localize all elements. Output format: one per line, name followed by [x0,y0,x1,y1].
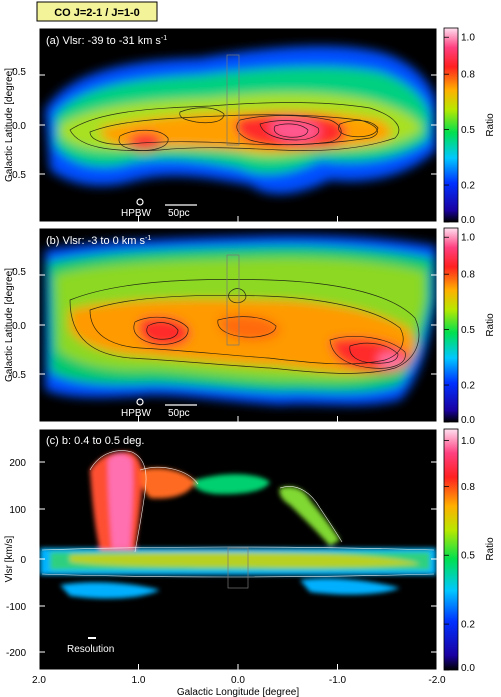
panel-b: (b) Vlsr: -3 to 0 km s-1 HPBW 50pc 0.5 0… [4,227,496,426]
panel-b-label: (b) Vlsr: -3 to 0 km s-1 [46,235,151,247]
panel-a-colorbar-gradient [443,27,459,223]
panel-a: (a) Vlsr: -39 to -31 km s-1 HPBW 50pc 0.… [4,27,496,226]
panel-c-resolution-label: Resolution [67,644,114,655]
panel-c-xtick-label: 2.0 [32,675,46,686]
panel-c-ytick-label: 100 [9,505,26,516]
colorbar-tick-label: 1.0 [461,233,475,244]
panel-c-colorbar-label: Ratio [485,537,496,561]
panel-c-label: (c) b: 0.4 to 0.5 deg. [46,435,144,447]
panel-c-ytick-label: -100 [6,602,26,613]
colorbar-tick-label: 0.2 [461,381,475,392]
panel-b-colorbar-gradient [443,227,459,423]
panel-b-ylabel: Galactic Latitude [degree] [4,268,15,382]
colorbar-tick-label: 0.2 [461,181,475,192]
colorbar-tick-label: 1.0 [461,436,475,447]
title-text: CO J=2-1 / J=1-0 [54,7,140,19]
panel-b-map [45,235,436,406]
panel-a-y-ticks [39,74,437,175]
panel-b-ytick-label: 0.5 [12,267,26,278]
colorbar-tick-label: 0.5 [461,325,475,336]
colorbar-tick-label: 0.5 [461,551,475,562]
panel-c-ytick-label: 200 [9,458,26,469]
panel-a-colorbar-label: Ratio [485,113,496,137]
panel-a-ytick-label: 0.5 [12,67,26,78]
panel-c-colorbar: 1.0 0.8 0.5 0.2 0.0 Ratio [443,428,496,674]
panel-c-xtick-label: 1.0 [132,675,146,686]
panel-a-beam-circle [136,198,144,206]
colorbar-tick-label: 0.5 [461,125,475,136]
panel-c-ytick-label: -200 [6,648,26,659]
panel-b-colorbar-label: Ratio [485,313,496,337]
panel-a-ylabel: Galactic Latitude [degree] [4,68,15,182]
panel-b-y-ticks [39,274,437,375]
panel-c-colorbar-gradient [443,428,459,671]
panel-b-ytick-label: 0.0 [12,321,26,332]
panel-c: (c) b: 0.4 to 0.5 deg. Resolution 200 10… [4,428,496,697]
panel-a-colorbar: 1.0 0.8 0.5 0.2 0.0 Ratio [443,27,496,226]
panel-b-colorbar: 1.0 0.8 0.5 0.2 0.0 Ratio [443,227,496,426]
colorbar-tick-label: 0.0 [461,215,475,226]
panel-c-xtick-label: -2.0 [428,675,446,686]
colorbar-tick-label: 0.0 [461,663,475,674]
colorbar-tick-label: 0.2 [461,620,475,631]
panel-b-beam-circle [136,398,144,406]
panel-c-ytick-label: 0 [20,555,26,566]
panel-b-beam-label: HPBW [121,408,152,419]
panel-a-scalebar-label: 50pc [168,208,190,219]
panel-a-beam-label: HPBW [121,208,152,219]
panel-a-x-ticks [138,216,338,222]
panel-c-x-ticks [138,664,338,670]
panel-c-map [40,450,436,599]
panel-b-scalebar-label: 50pc [168,408,190,419]
panel-b-x-ticks [138,416,338,422]
panel-a-ytick-label: -0.5 [9,170,27,181]
panel-a-label: (a) Vlsr: -39 to -31 km s-1 [46,35,167,47]
panel-c-ylabel: Vlsr [km/s] [4,535,15,582]
colorbar-tick-label: 0.8 [461,270,475,281]
title-box: CO J=2-1 / J=1-0 [36,1,158,22]
panel-b-ytick-label: -0.5 [9,370,27,381]
colorbar-tick-label: 0.8 [461,70,475,81]
colorbar-tick-label: 0.0 [461,415,475,426]
panel-c-xtick-label: 0.0 [231,675,245,686]
colorbar-tick-label: 1.0 [461,33,475,44]
panel-c-xlabel: Galactic Longitude [degree] [177,687,300,697]
panel-a-ytick-label: 0.0 [12,121,26,132]
panel-c-y-ticks [39,461,437,653]
colorbar-tick-label: 0.8 [461,482,475,493]
panel-c-xtick-label: -1.0 [329,675,347,686]
panel-a-map [45,45,436,195]
